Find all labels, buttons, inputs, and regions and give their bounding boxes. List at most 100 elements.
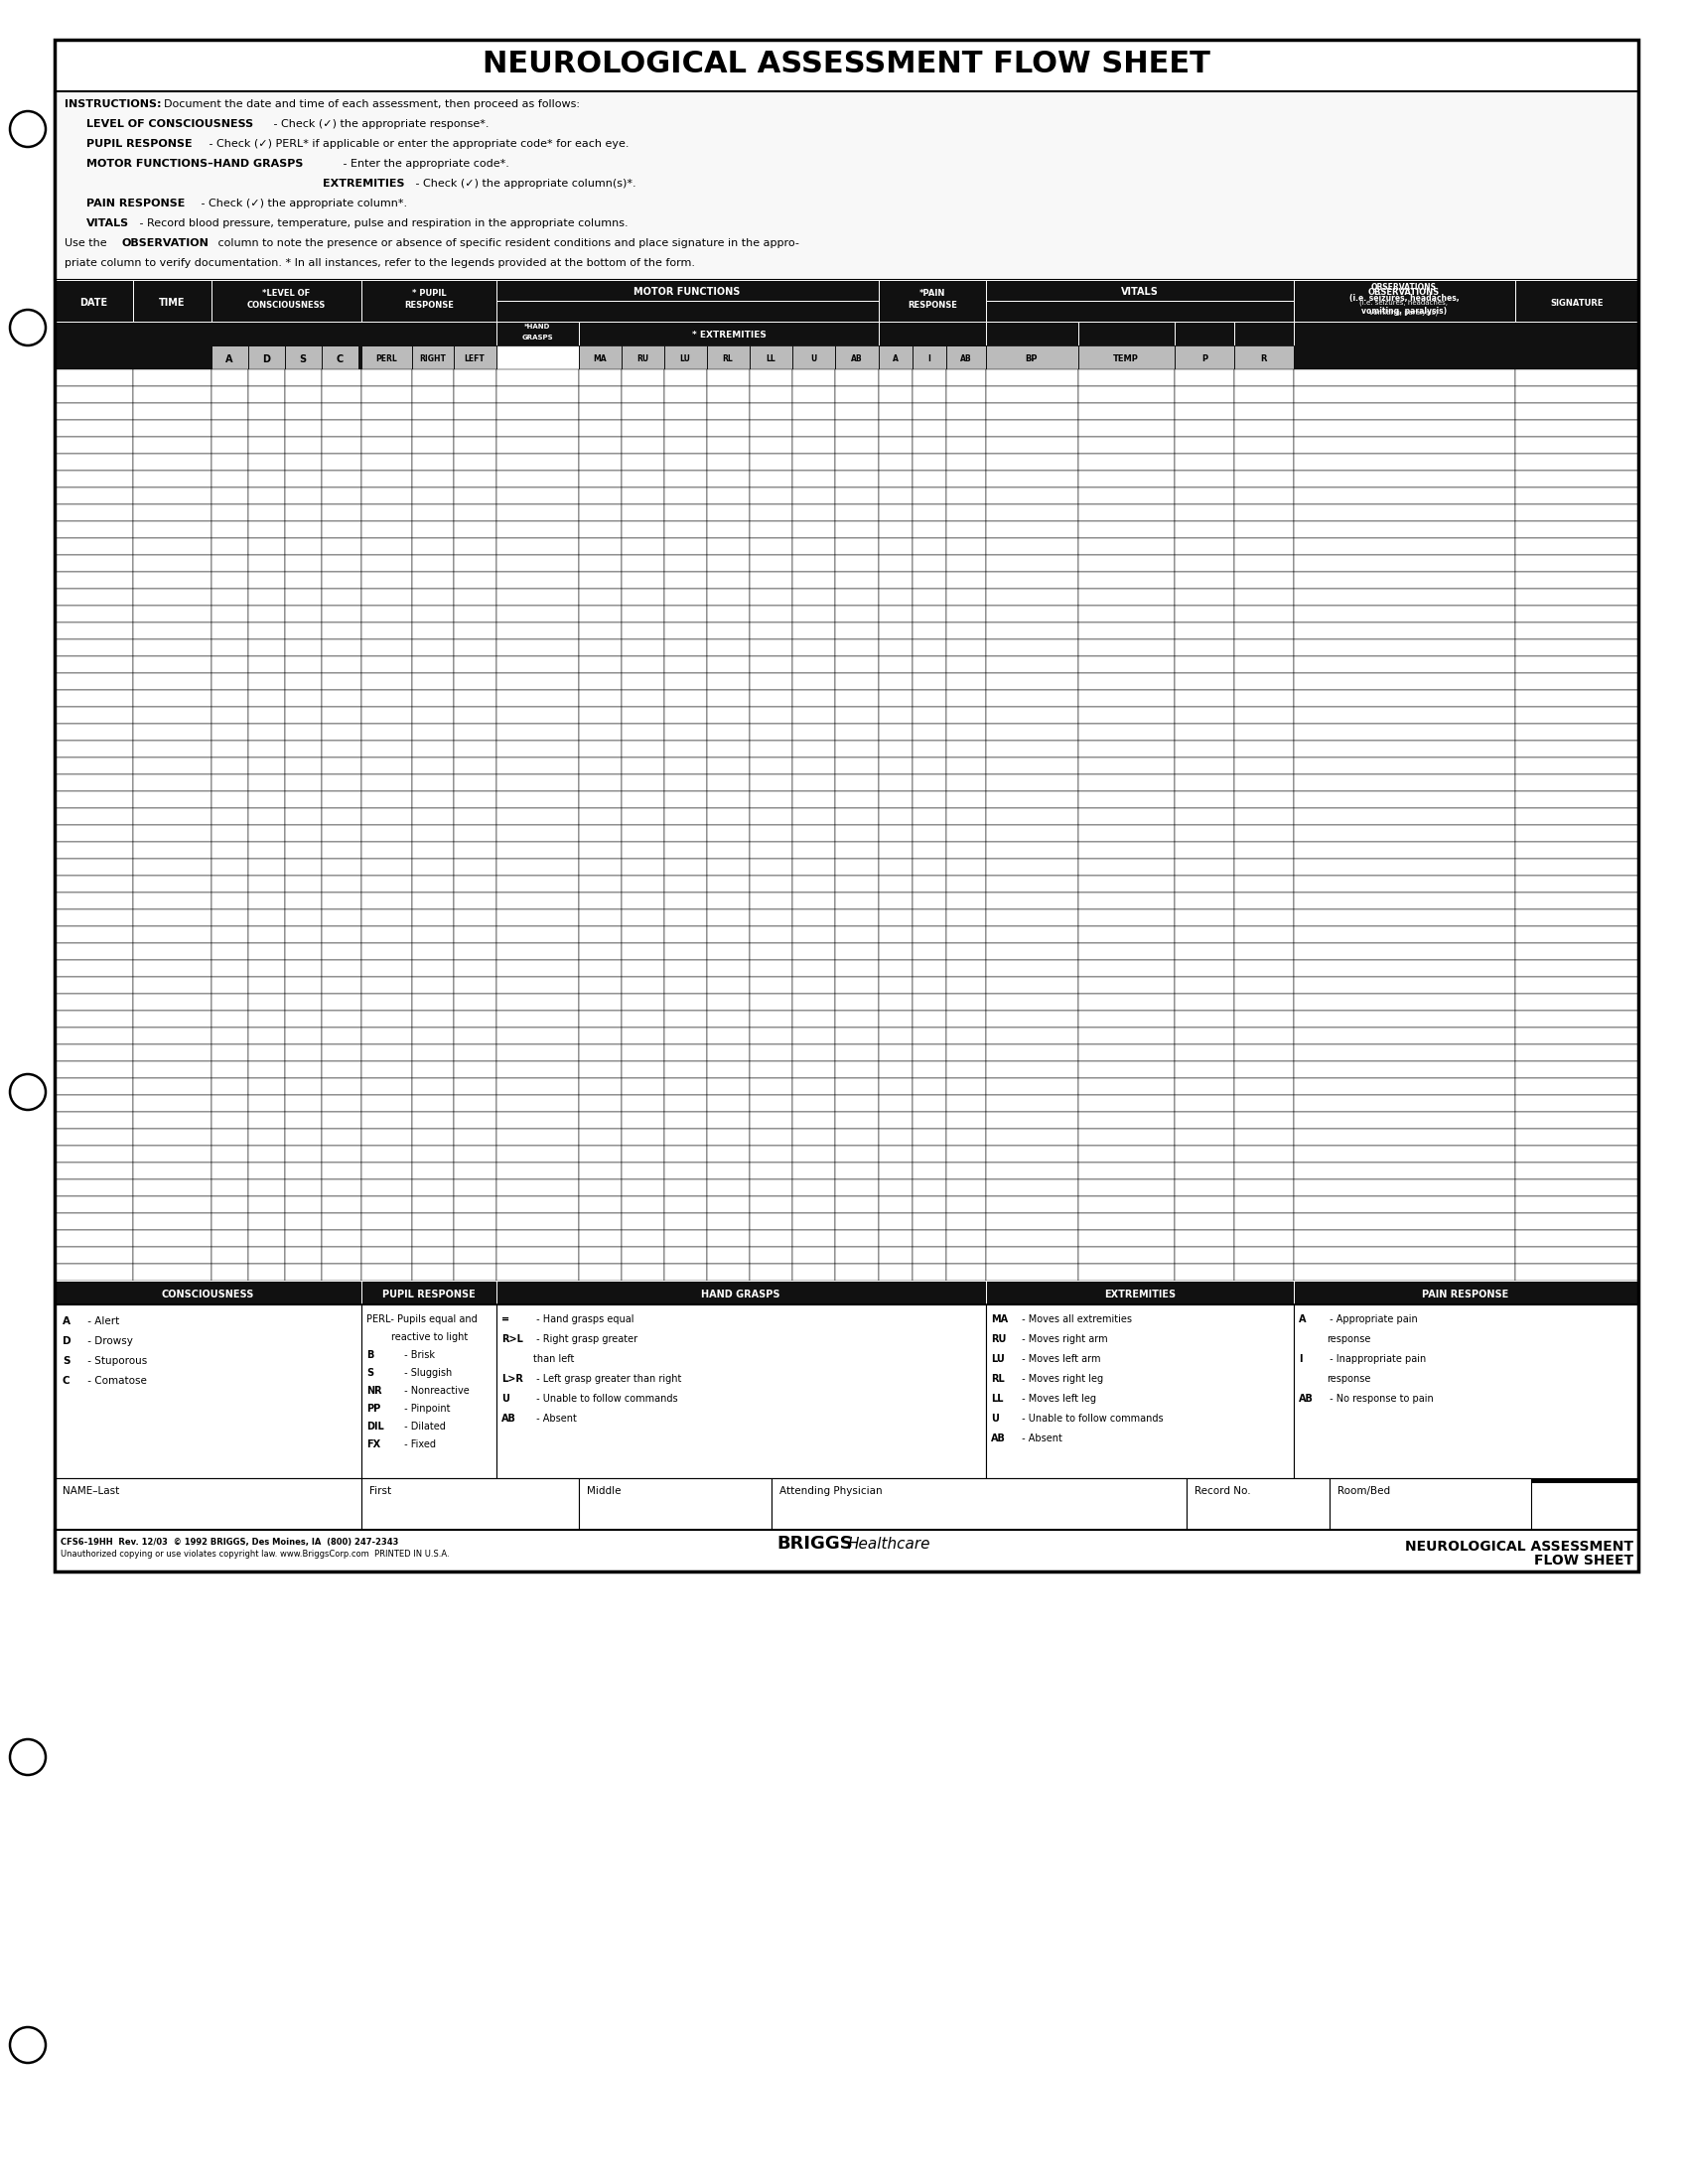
Bar [749, 1044, 792, 1061]
Bar [322, 775, 361, 791]
Bar [836, 1094, 879, 1112]
Bar [412, 437, 454, 454]
Bar [621, 740, 665, 758]
Text: vomiting, paralysis): vomiting, paralysis) [1369, 310, 1438, 317]
Bar [913, 345, 947, 369]
Bar [913, 708, 947, 723]
Bar [1175, 1212, 1234, 1230]
Bar [836, 1044, 879, 1061]
Bar [248, 808, 285, 826]
Text: - Stuporous: - Stuporous [84, 1356, 147, 1365]
Bar [412, 1212, 454, 1230]
Bar [749, 876, 792, 893]
Bar [361, 1265, 412, 1280]
Bar [54, 470, 133, 487]
Bar [665, 1212, 707, 1230]
Bar [454, 1129, 496, 1147]
Bar [1293, 841, 1516, 858]
Bar [211, 655, 248, 673]
Bar [322, 640, 361, 655]
Bar [749, 740, 792, 758]
Bar [322, 454, 361, 470]
Bar [248, 858, 285, 876]
Bar [621, 470, 665, 487]
Text: LU: LU [991, 1354, 1004, 1365]
Bar [1175, 1265, 1234, 1280]
Bar [579, 826, 621, 841]
Bar [879, 522, 913, 537]
Bar [496, 1026, 579, 1044]
Bar [496, 655, 579, 673]
Text: RL: RL [722, 354, 733, 365]
Bar [133, 876, 211, 893]
Bar [496, 740, 579, 758]
Bar [54, 1479, 361, 1529]
Bar [412, 858, 454, 876]
Bar [707, 505, 749, 522]
Bar [986, 708, 1079, 723]
Bar [248, 345, 285, 369]
Bar [1175, 1079, 1234, 1094]
Bar [621, 1061, 665, 1079]
Bar [496, 994, 579, 1011]
Bar [986, 1094, 1079, 1112]
Bar [986, 893, 1079, 909]
Bar [707, 1061, 749, 1079]
Bar [1516, 708, 1639, 723]
Bar [454, 505, 496, 522]
Bar [913, 994, 947, 1011]
Bar [579, 1079, 621, 1094]
Bar [1516, 487, 1639, 505]
Bar [579, 1479, 771, 1529]
Bar [879, 708, 913, 723]
Bar [1079, 893, 1175, 909]
Bar [707, 723, 749, 740]
Text: - No response to pain: - No response to pain [1327, 1393, 1433, 1404]
Bar [986, 655, 1079, 673]
Bar [749, 640, 792, 655]
Bar [285, 1247, 322, 1265]
Bar [579, 976, 621, 994]
Bar [879, 1230, 913, 1247]
Bar [54, 280, 1639, 369]
Bar [1516, 437, 1639, 454]
Bar [211, 1230, 248, 1247]
Bar [665, 791, 707, 808]
Bar [361, 1147, 412, 1162]
Bar [707, 1112, 749, 1129]
Bar [986, 522, 1079, 537]
Bar [1293, 487, 1516, 505]
Bar [1175, 994, 1234, 1011]
Bar [947, 1230, 986, 1247]
Bar [1234, 321, 1293, 345]
Text: - Inappropriate pain: - Inappropriate pain [1327, 1354, 1426, 1365]
Bar [1079, 740, 1175, 758]
Bar [792, 1179, 836, 1197]
Bar [322, 537, 361, 555]
Bar [879, 1079, 913, 1094]
Bar [913, 1129, 947, 1147]
Bar [133, 1230, 211, 1247]
Text: - Left grasp greater than right: - Left grasp greater than right [533, 1374, 682, 1385]
Bar [454, 572, 496, 590]
Bar [285, 522, 322, 537]
Bar [1293, 1265, 1516, 1280]
Bar [211, 775, 248, 791]
Bar [54, 280, 133, 321]
Bar [285, 387, 322, 404]
Bar [986, 1265, 1079, 1280]
Bar [986, 826, 1079, 841]
Bar [211, 876, 248, 893]
Bar [361, 487, 412, 505]
Bar [879, 1179, 913, 1197]
Bar [454, 470, 496, 487]
Bar [1293, 537, 1516, 555]
Bar [986, 723, 1079, 740]
Text: U: U [501, 1393, 510, 1404]
Bar [248, 622, 285, 640]
Bar [1175, 1061, 1234, 1079]
Bar [412, 808, 454, 826]
Bar [749, 1212, 792, 1230]
Bar [1234, 437, 1293, 454]
Bar [1175, 404, 1234, 419]
